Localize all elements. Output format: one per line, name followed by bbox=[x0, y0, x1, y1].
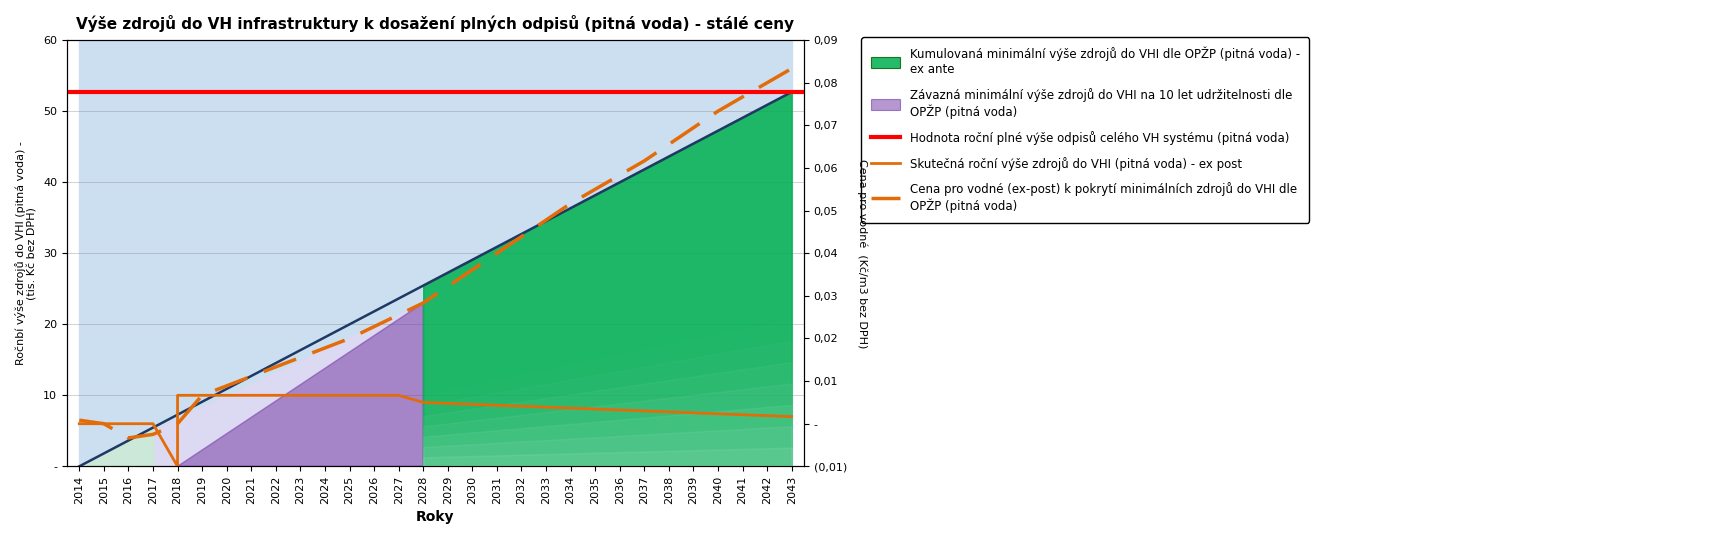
Y-axis label: Ročnbí výše zdrojů do VHI (pitná voda) -
(tis. Kč bez DPH): Ročnbí výše zdrojů do VHI (pitná voda) -… bbox=[16, 141, 38, 365]
Y-axis label: Cena pro vodné  (Kč/m3 bez DPH): Cena pro vodné (Kč/m3 bez DPH) bbox=[858, 158, 868, 348]
Legend: Kumulovaná minimální výše zdrojů do VHI dle OPŽP (pitná voda) -
ex ante, Závazná: Kumulovaná minimální výše zdrojů do VHI … bbox=[862, 38, 1310, 223]
Polygon shape bbox=[178, 303, 424, 466]
Polygon shape bbox=[80, 427, 152, 466]
Polygon shape bbox=[80, 303, 424, 466]
X-axis label: Roky: Roky bbox=[417, 510, 455, 524]
Title: Výše zdrojů do VH infrastruktury k dosažení plných odpisů (pitná voda) - stálé c: Výše zdrojů do VH infrastruktury k dosaž… bbox=[76, 15, 794, 32]
